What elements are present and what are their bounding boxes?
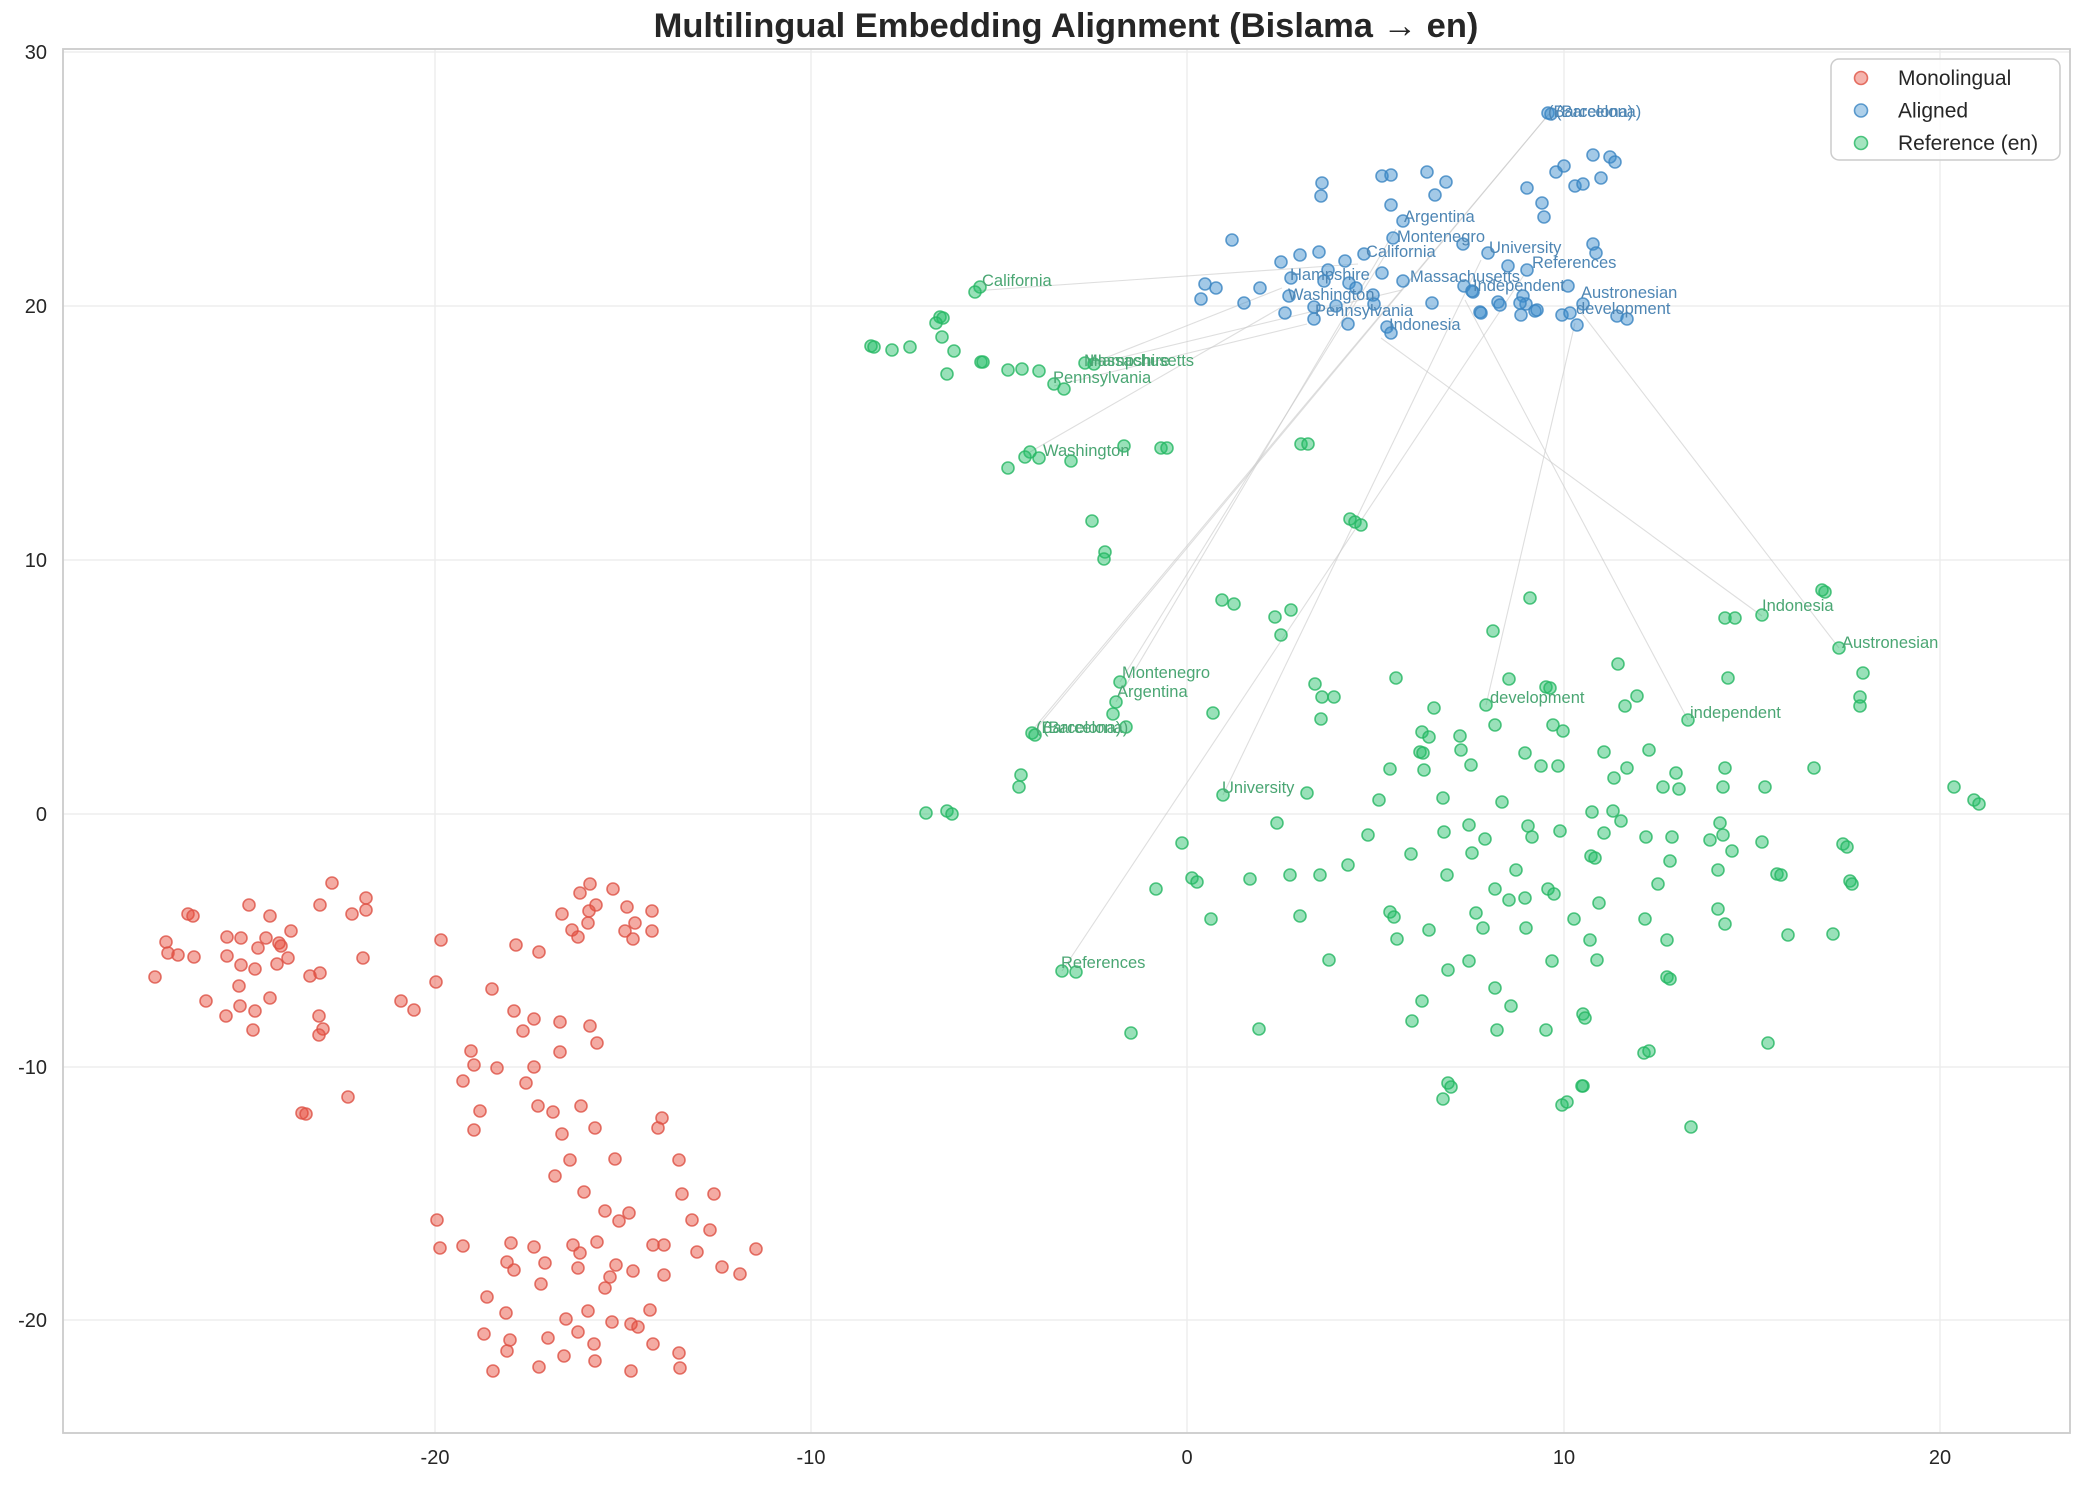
svg-text:Reference (en): Reference (en) <box>1898 132 2038 155</box>
svg-text:Washington: Washington <box>1288 286 1375 304</box>
svg-text:20: 20 <box>1929 1447 1951 1469</box>
svg-text:Multilingual Embedding Alignme: Multilingual Embedding Alignment (Bislam… <box>654 7 1479 45</box>
svg-text:(Barcelona): (Barcelona) <box>1548 103 1633 121</box>
svg-text:Pennsylvania: Pennsylvania <box>1053 369 1152 387</box>
svg-text:20: 20 <box>25 296 47 318</box>
svg-text:30: 30 <box>25 42 47 64</box>
svg-text:10: 10 <box>1553 1447 1575 1469</box>
svg-text:Argentina: Argentina <box>1404 208 1475 226</box>
svg-text:0: 0 <box>36 804 47 826</box>
svg-text:(Barcelona): (Barcelona) <box>1043 719 1128 737</box>
svg-text:Austronesian: Austronesian <box>1581 284 1677 302</box>
svg-text:development: development <box>1576 300 1671 318</box>
svg-text:Argentina: Argentina <box>1117 683 1188 701</box>
svg-text:independent: independent <box>1690 704 1781 722</box>
svg-text:Massachusetts: Massachusetts <box>1410 268 1520 286</box>
svg-text:development: development <box>1490 689 1585 707</box>
svg-text:Austronesian: Austronesian <box>1842 634 1938 652</box>
svg-text:Massachusetts: Massachusetts <box>1084 352 1194 370</box>
svg-text:Independent: Independent <box>1473 277 1565 295</box>
svg-text:0: 0 <box>1181 1447 1192 1469</box>
svg-text:10: 10 <box>25 550 47 572</box>
svg-text:Hampshire: Hampshire <box>1090 352 1170 370</box>
svg-text:California: California <box>1366 243 1437 261</box>
svg-text:(Barcelona): (Barcelona) <box>1556 103 1641 121</box>
svg-text:University: University <box>1489 239 1562 257</box>
svg-text:(Barcelona): (Barcelona) <box>1036 719 1121 737</box>
svg-text:References: References <box>1532 254 1616 272</box>
svg-text:Indonesia: Indonesia <box>1762 597 1834 615</box>
svg-text:University: University <box>1222 779 1295 797</box>
svg-text:Aligned: Aligned <box>1898 100 1968 123</box>
svg-text:References: References <box>1061 954 1145 972</box>
svg-text:Montenegro: Montenegro <box>1122 664 1210 682</box>
svg-text:-10: -10 <box>18 1057 47 1079</box>
svg-text:Monolingual: Monolingual <box>1898 67 2011 90</box>
svg-text:-20: -20 <box>18 1310 47 1332</box>
svg-text:-10: -10 <box>797 1447 826 1469</box>
svg-text:Montenegro: Montenegro <box>1397 228 1485 246</box>
svg-text:Washington: Washington <box>1043 442 1130 460</box>
svg-text:Indonesia: Indonesia <box>1389 316 1461 334</box>
svg-text:-20: -20 <box>421 1447 450 1469</box>
svg-text:Hampshire: Hampshire <box>1290 266 1370 284</box>
svg-text:Pennsylvania: Pennsylvania <box>1315 302 1414 320</box>
svg-text:California: California <box>982 272 1053 290</box>
